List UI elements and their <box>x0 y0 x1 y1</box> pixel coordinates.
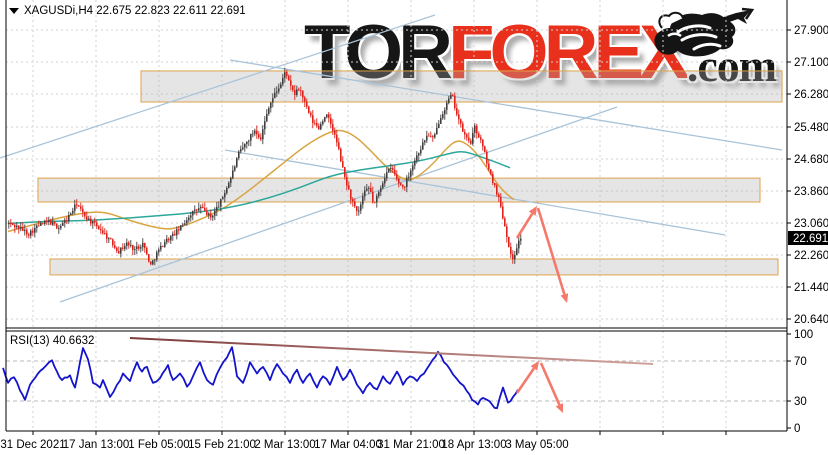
current-price-badge: 22.691 <box>788 231 828 245</box>
candles-layer <box>8 67 522 266</box>
rsi-tick-label: 100 <box>794 329 813 341</box>
price-tick-label: 21.440 <box>794 282 828 294</box>
price-tick-label: 20.640 <box>794 314 828 326</box>
bull-icon <box>654 7 755 57</box>
price-tick-label: 24.680 <box>794 154 828 166</box>
price-tick-label: 27.900 <box>794 25 828 37</box>
time-tick-label: 17 Mar 04:00 <box>314 439 382 451</box>
time-tick-label: 15 Feb 21:00 <box>188 439 256 451</box>
price-tick-label: 25.480 <box>794 122 828 134</box>
price-axis: 27.900 27.100 26.280 25.480 24.680 23.860 23.0… <box>787 25 828 435</box>
rsi-tick-label: 0 <box>794 423 800 435</box>
descending-line-upper <box>229 59 783 151</box>
time-tick-label: 17 Jan 13:00 <box>63 439 130 451</box>
symbol-header: XAGUSDi,H4 22.675 22.823 22.611 22.691 <box>9 5 246 17</box>
price-tick-label: 26.280 <box>794 89 828 101</box>
ascending-channel-upper <box>0 14 436 159</box>
time-tick-label: 1 Feb 05:00 <box>128 439 189 451</box>
forecast-arrow-main-2 <box>536 207 569 303</box>
rsi-trendline <box>129 337 654 365</box>
grid-layer <box>6 0 787 431</box>
time-tick-label: 31 Dec 2021 <box>0 439 65 451</box>
price-tick-label: 27.100 <box>794 57 828 69</box>
panel-borders <box>5 0 788 432</box>
descending-line-lower <box>224 149 726 236</box>
lower-support-zone <box>49 258 779 276</box>
time-tick-label: 18 Apr 13:00 <box>441 439 506 451</box>
price-tick-label: 22.260 <box>794 250 828 262</box>
price-tick-label: 23.860 <box>794 186 828 198</box>
ma-slow-line <box>7 151 511 225</box>
symbol-ohlc-text: XAGUSDi,H4 22.675 22.823 22.611 22.691 <box>24 5 246 17</box>
time-tick-label: 2 Mar 13:00 <box>254 439 315 451</box>
logo-text-tor: TOR <box>304 10 453 95</box>
chevron-down-icon <box>9 8 19 14</box>
ascending-channel-lower <box>59 106 618 303</box>
logo-text-forex: FOREX <box>448 10 690 95</box>
rsi-line <box>2 346 519 410</box>
price-tick-label: 23.060 <box>794 218 828 230</box>
svg-text:22.691: 22.691 <box>793 233 828 245</box>
trendlines-layer <box>0 14 783 303</box>
forecast-arrow-main-1 <box>515 206 537 239</box>
time-tick-label: 31 Mar 21:00 <box>377 439 445 451</box>
torforex-logo: TOR FOREX .com <box>304 10 777 95</box>
rsi-indicator-label: RSI(13) 40.6632 <box>10 335 95 347</box>
time-tick-label: 3 May 05:00 <box>505 439 568 451</box>
forecast-arrow-rsi-1 <box>515 361 539 394</box>
rsi-tick-label: 30 <box>794 396 807 408</box>
forecast-arrow-rsi-2 <box>539 362 564 413</box>
rsi-tick-label: 70 <box>794 356 807 368</box>
sr-zones-layer <box>37 70 783 276</box>
